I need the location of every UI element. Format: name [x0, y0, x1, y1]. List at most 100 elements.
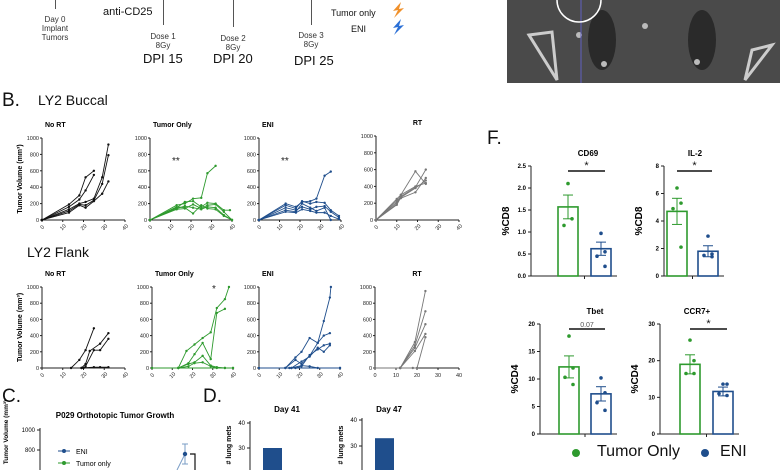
- chart-title: ENI: [262, 122, 274, 129]
- series-line: [177, 286, 230, 369]
- data-point: [373, 366, 377, 370]
- data-point: [603, 408, 607, 413]
- x-tick-label: 30: [435, 373, 441, 379]
- dpi25-label: DPI 25: [294, 53, 334, 68]
- timeline-tick-dose1: [163, 0, 164, 25]
- data-point: [100, 176, 104, 179]
- data-point: [316, 366, 319, 370]
- bar-eni: [712, 390, 734, 435]
- chart-title: Tumor Only: [155, 271, 194, 278]
- y-tick-label: 20: [528, 322, 535, 328]
- data-point: [710, 254, 714, 259]
- series-line: [70, 328, 95, 369]
- y-axis-label: Tumor Volume (mm³): [17, 293, 24, 362]
- data-point: [567, 334, 571, 338]
- data-point: [414, 170, 417, 173]
- x-tick-label: 30: [101, 371, 110, 380]
- data-point: [603, 250, 607, 254]
- data-point: [183, 204, 187, 208]
- y-tick-label: 2.5: [518, 164, 527, 170]
- data-point: [200, 196, 203, 200]
- data-point: [323, 204, 326, 208]
- data-point: [98, 348, 102, 352]
- data-point: [300, 360, 303, 363]
- day0-line2: Implant: [41, 24, 69, 33]
- data-point: [107, 365, 110, 369]
- data-point: [424, 310, 427, 313]
- data-point: [206, 201, 209, 204]
- data-point: [570, 217, 574, 221]
- data-point: [308, 355, 311, 358]
- y-tick-label: 800: [30, 301, 39, 307]
- data-point: [294, 211, 298, 214]
- data-point: [414, 191, 417, 194]
- y-tick-label: 200: [30, 350, 39, 356]
- data-point: [92, 348, 96, 352]
- data-point: [424, 176, 427, 180]
- data-point: [150, 366, 154, 370]
- x-tick-label: 10: [59, 371, 68, 380]
- data-point: [337, 217, 341, 221]
- data-point: [92, 169, 96, 172]
- x-tick-label: 20: [80, 371, 89, 380]
- data-point: [599, 231, 603, 236]
- y-axis-label: Tumor Volume (mm³): [3, 400, 10, 464]
- data-point: [214, 206, 217, 209]
- data-point: [566, 181, 570, 186]
- legend-label-eni: ENI: [720, 443, 747, 460]
- y-tick-label: 600: [138, 169, 147, 175]
- x-tick-label: 40: [456, 373, 462, 379]
- data-point: [290, 366, 293, 370]
- day0-line1: Day 0: [44, 15, 66, 24]
- panel-c-letter: C.: [2, 386, 21, 407]
- series-line: [258, 203, 332, 221]
- x-tick-label: 0: [40, 225, 46, 231]
- y-tick-label: 30: [648, 322, 655, 328]
- data-point: [717, 391, 721, 396]
- y-tick-label: 200: [364, 201, 373, 207]
- data-point: [84, 200, 87, 204]
- y-tick-label: 400: [30, 185, 39, 191]
- data-point: [329, 285, 333, 289]
- dpi20-label: DPI 20: [213, 51, 253, 66]
- significance-label: *: [584, 160, 589, 172]
- y-tick-label: 800: [363, 301, 372, 307]
- data-point: [702, 253, 706, 258]
- data-point: [206, 204, 209, 207]
- y-tick-label: 400: [247, 334, 256, 340]
- dose3-label: Dose 3 8Gy: [291, 31, 331, 49]
- data-point: [227, 285, 231, 289]
- series-line: [399, 290, 426, 369]
- y-tick-label: 10: [528, 377, 535, 383]
- bar: [263, 448, 282, 470]
- data-point: [329, 214, 332, 218]
- y-tick-label: 200: [363, 350, 372, 356]
- data-point: [191, 203, 195, 206]
- data-point: [300, 350, 303, 353]
- y-tick-label: 600: [363, 317, 372, 323]
- x-tick-label: 20: [189, 371, 198, 380]
- y-tick-label: 2: [656, 247, 660, 253]
- data-point: [322, 350, 325, 353]
- y-tick-label: 4: [656, 219, 660, 225]
- panel-d-letter: D.: [203, 386, 222, 407]
- y-tick-label: 10: [648, 395, 655, 401]
- x-tick-label: 40: [121, 371, 130, 380]
- data-point: [288, 366, 291, 370]
- y-tick-label: 800: [140, 301, 149, 307]
- x-tick-label: 30: [209, 371, 218, 380]
- data-point: [599, 376, 603, 380]
- data-point: [182, 451, 188, 457]
- series-line: [291, 345, 331, 369]
- data-point: [329, 210, 332, 213]
- y-tick-label: 200: [138, 202, 147, 208]
- data-point: [328, 296, 332, 299]
- series-line: [285, 286, 332, 369]
- chart-title: P029 Orthotopic Tumor Growth: [56, 411, 175, 420]
- data-point: [399, 193, 403, 196]
- x-tick-label: 40: [229, 371, 238, 380]
- significance-label: *: [692, 160, 697, 172]
- data-point: [411, 366, 414, 370]
- data-point: [323, 211, 326, 214]
- y-tick-label: 200: [247, 350, 256, 356]
